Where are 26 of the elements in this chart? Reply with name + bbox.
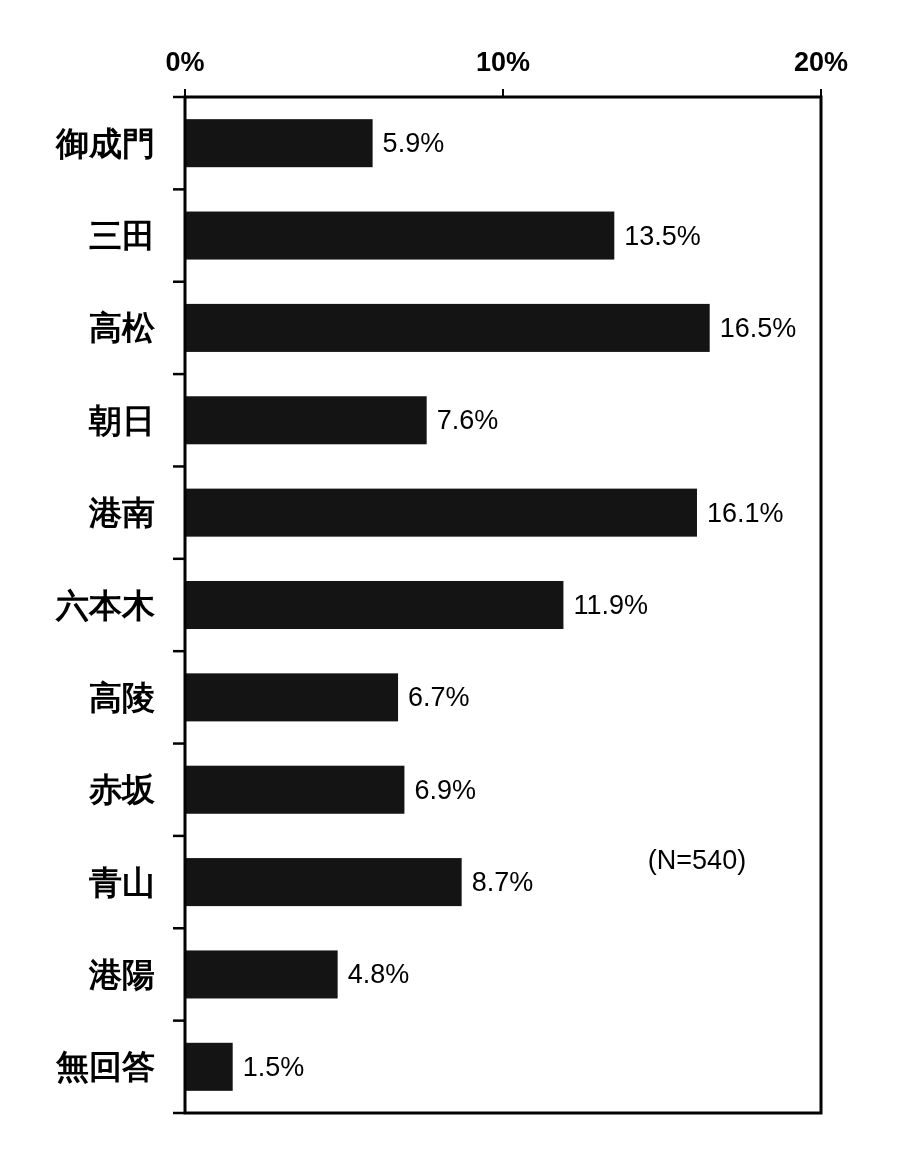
category-label: 三田 xyxy=(89,217,155,255)
value-label: 6.7% xyxy=(408,682,470,713)
category-label: 御成門 xyxy=(56,124,155,162)
category-label: 港陽 xyxy=(89,955,155,993)
value-label: 11.9% xyxy=(573,590,648,620)
category-label: 赤坂 xyxy=(89,771,155,809)
value-label: 5.9% xyxy=(382,128,445,159)
category-label: 無回答 xyxy=(56,1048,155,1086)
value-label: 13.5% xyxy=(624,220,701,251)
category-label: 港南 xyxy=(89,494,155,532)
category-label: 青山 xyxy=(89,863,155,901)
value-label: 8.7% xyxy=(471,867,534,898)
value-label: 7.6% xyxy=(436,405,499,436)
value-label: 6.9% xyxy=(414,774,476,805)
tick-label: 10% xyxy=(476,47,530,77)
category-label: 六本木 xyxy=(56,586,155,624)
value-label: 16.1% xyxy=(707,497,784,528)
tick-label: 0% xyxy=(165,47,205,77)
value-label: 16.5% xyxy=(719,312,797,343)
category-label: 高陵 xyxy=(89,678,155,716)
tick-label: 20% xyxy=(794,47,848,77)
category-label: 高松 xyxy=(89,309,155,347)
annotation: (N=540) xyxy=(647,845,747,875)
value-label: 4.8% xyxy=(347,959,410,990)
category-label: 朝日 xyxy=(89,401,155,439)
value-label: 1.5% xyxy=(242,1051,305,1082)
